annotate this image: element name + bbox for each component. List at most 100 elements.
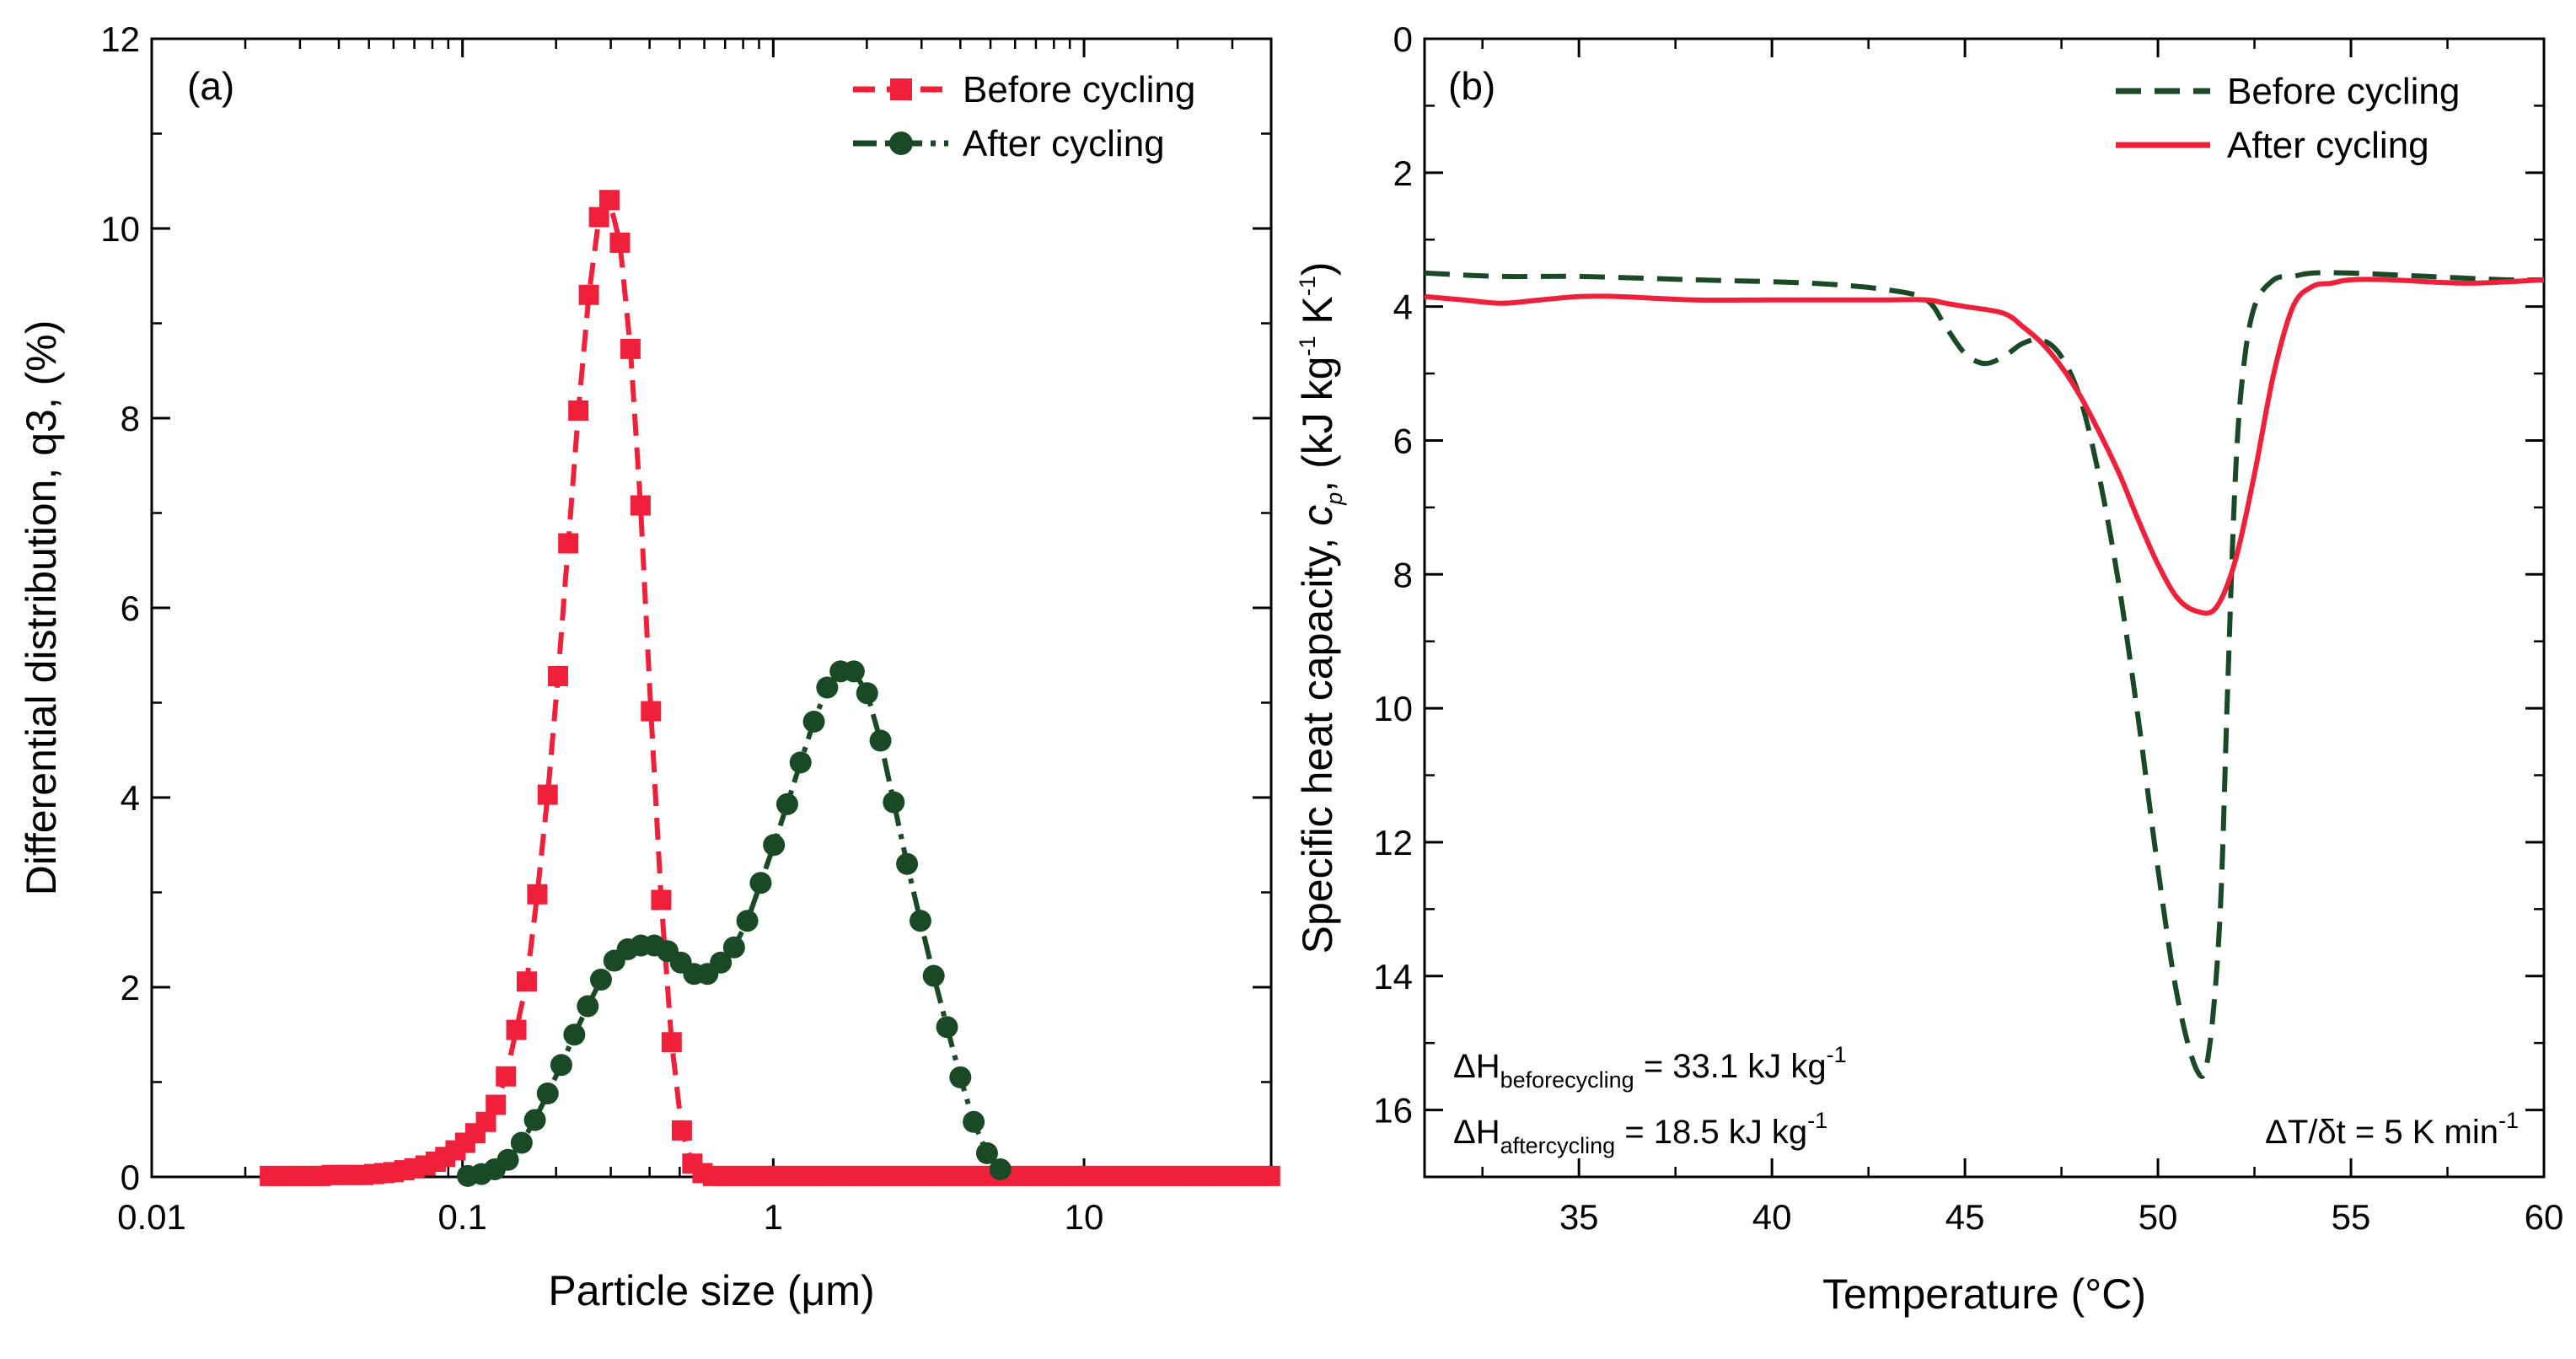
a-xtick-label-0: 0.01 [117,1197,186,1237]
series-a-before-point [527,884,548,905]
panel-b-legend: Before cycling After cycling [2116,71,2460,166]
series-a-before-point [661,1032,682,1053]
series-a-before-point [486,1094,507,1115]
ylabel-b-sup1: -1 [1295,336,1320,357]
a-xtick-label-3: 10 [1065,1197,1104,1237]
annotation-rate: ΔT/δt = 5 K min-1 [2265,1108,2519,1151]
series-a-after-point [749,872,772,894]
dh-after-sup: -1 [1807,1108,1827,1133]
ylabel-b-symbol: c [1294,505,1341,526]
annotation-dh-before: ΔHbeforecycling = 33.1 kJ kg-1 [1453,1042,1847,1093]
series-a-after-point [816,676,839,699]
series-a-after-point [523,1109,546,1131]
series-a-before-point [641,701,662,722]
panel-a-ylabel: Differential distribution, q3, (%) [18,320,65,896]
b-ytick-label-2: 4 [1393,287,1413,327]
series-a-after-point [577,995,599,1018]
panel-a-frame [150,37,1273,1179]
series-a-before-point [630,495,651,516]
a-ytick-label-4: 8 [121,399,140,438]
series-a-after-point [883,791,905,814]
b-xtick-label-1: 40 [1752,1197,1792,1237]
series-a-after-point [869,729,892,752]
b-ytick-label-1: 2 [1393,153,1413,193]
series-a-after-point [722,936,745,959]
annotation-dh-after: ΔHaftercycling = 18.5 kJ kg-1 [1453,1108,1827,1158]
panel-a-ticks: 0.01 0.1 1 10 0 2 4 6 8 10 12 [100,19,1271,1237]
series-a-after-point [975,1141,998,1164]
legend-a-after-marker [889,132,913,155]
series-a-after-point [510,1131,533,1154]
series-a-after-point [802,711,825,733]
ylabel-b-end: ) [1294,262,1341,277]
b-ytick-label-5: 10 [1373,689,1413,728]
series-a-after-point [789,751,812,774]
legend-b-after-label: After cycling [2227,125,2429,166]
panel-b-series [1424,270,2545,1079]
series-a-before-point [578,284,599,305]
panel-b-frame [1423,37,2546,1179]
panel-b-ylabel: Specific heat capacity, cp, (kJ kg-1 K-1… [1294,262,1347,954]
a-ytick-label-1: 2 [121,968,140,1007]
panel-a-label: (a) [187,64,234,108]
series-a-after-point [775,792,798,815]
series-a-after-point [563,1023,586,1046]
series-a-after-point [896,852,919,875]
series-b-before-line [1424,270,2545,1079]
b-ytick-label-8: 16 [1373,1091,1413,1131]
series-a-after-point [989,1158,1012,1180]
a-ytick-label-0: 0 [121,1158,140,1197]
panel-b-label: (b) [1448,64,1495,108]
dh-after-prefix: ΔH [1453,1114,1500,1151]
series-a-before-point [548,666,569,686]
a-ytick-label-5: 10 [100,209,140,249]
ylabel-b-units: , (kJ kg [1294,357,1341,492]
series-a-before-point [671,1120,692,1141]
a-ytick-label-6: 12 [100,19,140,59]
rate-sup: -1 [2498,1108,2519,1133]
b-ytick-label-0: 0 [1393,19,1413,59]
b-ytick-label-3: 6 [1393,421,1413,460]
dh-after-value: = 18.5 kJ kg [1615,1114,1807,1151]
b-ytick-label-6: 12 [1373,823,1413,862]
ylabel-b-sup2: -1 [1295,276,1320,296]
b-xtick-label-2: 45 [1945,1197,1985,1237]
series-a-after-point [936,1016,958,1039]
series-a-after-point [963,1110,985,1133]
a-ytick-label-2: 4 [121,778,140,818]
panel-b: 35 40 45 50 55 60 0 2 4 6 8 10 12 14 16 (b) Temperatur… [1294,19,2563,1318]
ylabel-b-mid: K [1294,296,1341,336]
panel-a-legend: Before cycling After cycling [853,69,1195,164]
series-a-after-point [842,660,865,683]
b-xtick-label-0: 35 [1559,1197,1599,1237]
series-a-before-point [506,1019,527,1040]
series-a-before-point [651,889,672,910]
dh-before-value: = 33.1 kJ kg [1634,1048,1827,1085]
series-a-after-point [922,964,945,987]
series-a-before-point [588,207,609,228]
a-xtick-label-2: 1 [764,1197,783,1237]
rate-text: ΔT/δt = 5 K min [2265,1114,2498,1151]
legend-a-after-label: After cycling [963,123,1165,164]
dh-after-sub: aftercycling [1500,1133,1616,1158]
legend-a-before-label: Before cycling [963,69,1195,110]
series-a-after-point [736,910,759,932]
series-a-after-point [496,1148,519,1171]
series-a-before-point [1259,1165,1280,1186]
series-a-before-point [620,338,641,359]
series-a-after-point [550,1054,572,1077]
dh-before-prefix: ΔH [1453,1048,1500,1085]
series-a-after-point [763,834,786,857]
a-ytick-label-3: 6 [121,588,140,628]
series-a-before-point [496,1066,517,1087]
panel-b-xlabel: Temperature (°C) [1822,1270,2146,1318]
legend-a-before-marker [890,78,912,100]
b-xtick-label-5: 60 [2525,1197,2564,1237]
series-a-after-point [536,1082,559,1104]
ylabel-b-symbol-sub: p [1322,492,1347,506]
panel-a: 0.01 0.1 1 10 0 2 4 6 8 10 12 (a) Particle size (μ… [18,19,1280,1314]
dh-before-sup: -1 [1827,1042,1847,1067]
series-a-before-point [516,971,537,992]
series-b-after-line [1424,277,2545,616]
a-xtick-label-1: 0.1 [437,1197,486,1237]
